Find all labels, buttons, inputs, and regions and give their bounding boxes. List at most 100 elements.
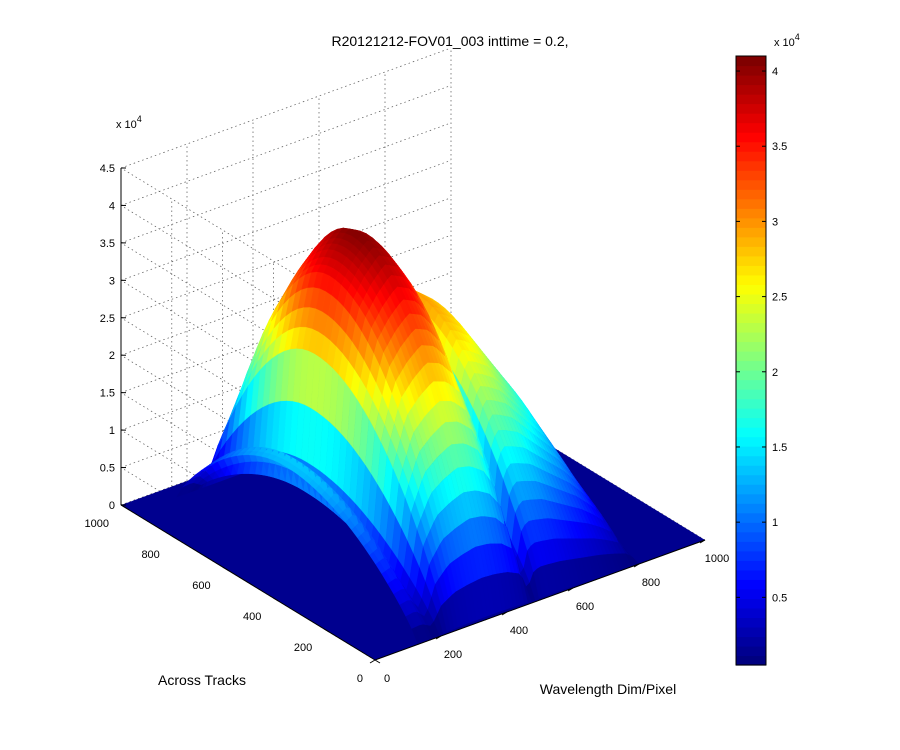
colorbar-swatch [736, 75, 766, 86]
colorbar-swatch [736, 607, 766, 619]
colorbar-swatch [736, 512, 766, 523]
y-tick-label: 600 [192, 580, 210, 592]
colorbar-swatch [736, 331, 766, 343]
colorbar-swatch [736, 655, 766, 666]
colorbar-swatch [736, 84, 766, 95]
colorbar-swatch [736, 103, 766, 114]
z-tick-label: 1 [109, 425, 115, 437]
colorbar-swatch [736, 208, 766, 219]
x-tick-label: 400 [510, 625, 528, 637]
colorbar-swatch [736, 626, 766, 638]
colorbar-swatch [736, 122, 766, 133]
chart-title: R20121212-FOV01_003 inttime = 0.2, [332, 33, 569, 49]
y-tick-label: 0 [357, 673, 363, 685]
z-tick-label: 0.5 [100, 463, 115, 475]
y-tick-mark [323, 628, 330, 633]
x-tick-mark [633, 563, 640, 568]
colorbar-swatch [736, 427, 766, 438]
colorbar-tick-label: 0.5 [772, 592, 787, 604]
colorbar-swatch [736, 303, 766, 314]
colorbar-swatch [736, 227, 766, 238]
colorbar-swatch [736, 236, 766, 247]
x-tick-mark [369, 659, 376, 664]
x-tick-label: 800 [642, 577, 660, 589]
colorbar-swatch [736, 474, 766, 485]
colorbar-swatch [736, 379, 766, 390]
axes-ticks: 020040060080010000200400600800100000.511… [85, 163, 730, 685]
surface-plot [121, 227, 705, 660]
colorbar-frame [735, 55, 767, 666]
z-tick-label: 1.5 [100, 388, 115, 400]
x-tick-label: 200 [444, 649, 462, 661]
surface-front-wall [543, 595, 547, 599]
z-tick-label: 4 [109, 200, 115, 212]
x-tick-mark [567, 587, 574, 592]
colorbar-swatch [736, 265, 766, 276]
colorbar-swatch [736, 560, 766, 571]
colorbar-swatch [736, 350, 766, 362]
colorbar-swatch [736, 217, 766, 228]
y-tick-mark [171, 535, 178, 540]
colorbar-swatch [736, 522, 766, 533]
x-tick-mark [699, 539, 706, 544]
colorbar-swatch [736, 446, 766, 457]
z-tick-label: 2.5 [100, 313, 115, 325]
y-tick-mark [273, 597, 279, 602]
colorbar-swatch [736, 312, 766, 324]
colorbar-swatch [736, 284, 766, 295]
colorbar-swatch [736, 132, 766, 143]
colorbar-swatch [736, 436, 766, 447]
x-tick-label: 0 [384, 673, 390, 685]
colorbar-swatch [736, 617, 766, 628]
colorbar-swatch [736, 274, 766, 285]
y-tick-mark [374, 659, 381, 664]
colorbar-multiplier: x 104 [774, 32, 800, 49]
surface-front-wall [454, 627, 459, 631]
y-axis-label: Across Tracks [158, 672, 246, 688]
colorbar-swatch [736, 579, 766, 590]
colorbar-tick-label: 3 [772, 216, 778, 228]
z-tick-label: 3.5 [100, 238, 115, 250]
colorbar-swatch [736, 645, 766, 657]
z-tick-label: 2 [109, 350, 115, 362]
colorbar-swatch [736, 360, 766, 371]
colorbar-tick-label: 2 [772, 367, 778, 379]
grid-line [120, 197, 452, 319]
colorbar-swatch [736, 65, 766, 76]
colorbar-swatch [736, 636, 766, 647]
colorbar-swatch [736, 370, 766, 381]
colorbar-swatch [736, 170, 766, 181]
y-tick-label: 1000 [85, 518, 109, 530]
x-axis-label: Wavelength Dim/Pixel [540, 681, 676, 697]
colorbar-swatch [736, 94, 766, 105]
colorbar-swatch [736, 255, 766, 266]
y-tick-label: 400 [243, 611, 261, 623]
y-tick-label: 200 [294, 642, 312, 654]
surface-front-wall [510, 606, 514, 611]
colorbar-swatch [736, 503, 766, 514]
grid-line [120, 85, 452, 206]
x-tick-mark [501, 611, 508, 616]
colorbar-tick-label: 2.5 [772, 292, 787, 304]
surface-front-wall [546, 594, 551, 598]
surface-front-wall [521, 603, 525, 607]
colorbar-tick-label: 1.5 [772, 442, 787, 454]
colorbar-swatch [736, 598, 766, 609]
y-tick-label: 800 [141, 549, 159, 561]
colorbar-swatch [736, 550, 766, 561]
x-tick-label: 1000 [705, 553, 729, 565]
colorbar-swatch [736, 569, 766, 580]
colorbar-swatch [736, 389, 766, 400]
grid-line [120, 122, 452, 244]
colorbar-swatch [736, 56, 766, 67]
colorbar: 0.5 1 1.5 2 2.5 3 3.5 4 [735, 55, 787, 666]
colorbar-swatch [736, 246, 766, 257]
colorbar-swatch [736, 417, 766, 428]
z-tick-label: 4.5 [100, 163, 115, 175]
z-tick-label: 0 [109, 500, 115, 512]
x-tick-mark [435, 635, 442, 640]
colorbar-swatch [736, 293, 766, 305]
colorbar-tick-label: 4 [772, 66, 778, 78]
grid-line [120, 160, 452, 281]
